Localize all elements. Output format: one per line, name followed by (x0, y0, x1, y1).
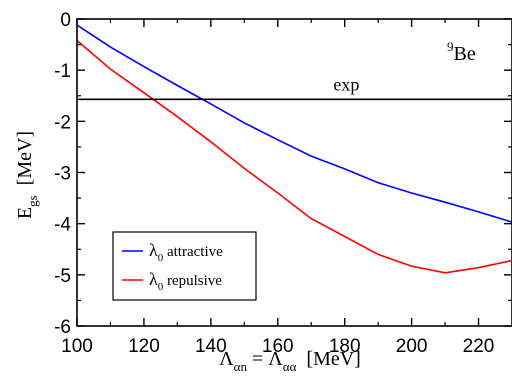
x-tick-label: 140 (195, 336, 227, 357)
legend-label-attractive-rest: attractive (163, 244, 223, 260)
x-tick-label: 120 (128, 336, 160, 357)
y-tick-label: -4 (54, 215, 71, 236)
plot-area: exp 100 120 140 160 180 200 220 0 -1 -2 -3 -4 -5 -6 (54, 10, 512, 357)
y-axis-label-sub: gs (25, 195, 40, 207)
x-axis-label-lambda-2: Λ (268, 348, 283, 370)
x-axis-label-unit: [MeV] (296, 348, 360, 370)
exp-reference-label: exp (333, 74, 359, 94)
y-axis-label: Egs [MeV] (14, 131, 40, 219)
x-axis-label: Λαn = Λαα [MeV] (219, 348, 361, 374)
y-tick-label: -5 (54, 266, 71, 287)
series-line-repulsive (76, 39, 512, 274)
data-layer (76, 24, 512, 274)
x-axis-label-lambda-1: Λ (219, 348, 234, 370)
legend-label-repulsive: λ0 repulsive (149, 269, 222, 293)
nucleus-annotation: 9Be (447, 39, 476, 65)
legend-label-attractive: λ0 attractive (149, 240, 223, 264)
y-tick-label: 0 (60, 10, 71, 31)
legend-box (112, 231, 257, 301)
series-line-attractive (76, 24, 512, 223)
legend-label-repulsive-lambda: λ (149, 269, 158, 289)
x-axis-label-eq: = (247, 348, 268, 370)
x-tick-label: 180 (329, 336, 361, 357)
y-tick-label: -6 (54, 317, 71, 338)
x-axis-label-sub-2: αα (283, 359, 297, 374)
x-tick-label: 100 (61, 336, 93, 357)
x-tick-label: 200 (396, 336, 428, 357)
y-axis-label-group: Egs [MeV] (14, 131, 40, 219)
legend-label-attractive-lambda: λ (149, 240, 158, 260)
y-tick-label: -2 (54, 112, 71, 133)
y-tick-label: -1 (54, 61, 71, 82)
y-axis-label-e: E (14, 207, 36, 219)
x-axis-label-sub-1: αn (234, 359, 248, 374)
legend: λ0 attractive λ0 repulsive (112, 231, 257, 301)
x-tick-label: 220 (463, 336, 495, 357)
tick-marks (76, 18, 512, 327)
nucleus-mass-number: 9 (447, 39, 454, 54)
legend-label-attractive-sub: 0 (158, 252, 164, 264)
legend-label-repulsive-rest: repulsive (163, 273, 222, 289)
tick-labels: 100 120 140 160 180 200 220 0 -1 -2 -3 -4 -5 -6 (54, 10, 494, 357)
x-tick-label: 160 (262, 336, 294, 357)
y-tick-label: -3 (54, 164, 71, 185)
legend-label-repulsive-sub: 0 (158, 281, 164, 293)
nucleus-symbol: Be (454, 43, 476, 65)
y-axis-label-unit: [MeV] (14, 131, 36, 195)
